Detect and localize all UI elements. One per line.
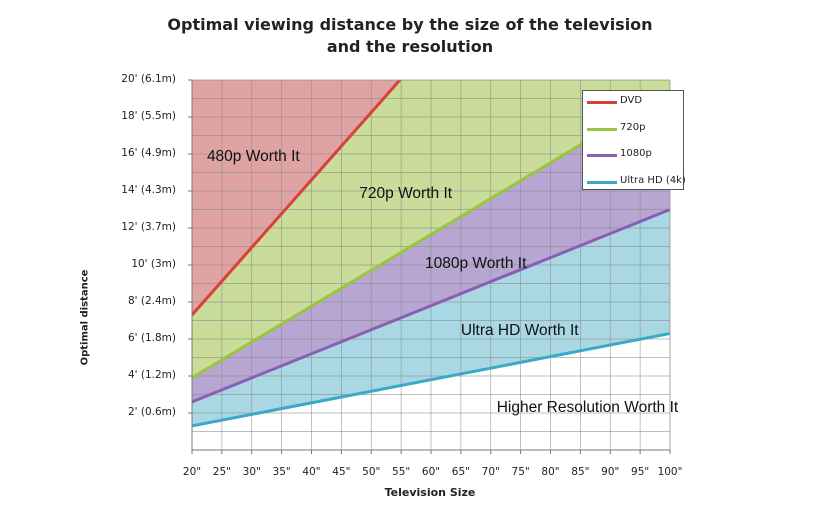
legend-swatch-1080p — [587, 154, 617, 157]
x-tick-label: 75" — [511, 466, 530, 478]
legend-swatch-dvd — [587, 101, 617, 104]
x-tick-label: 100" — [657, 466, 683, 478]
legend-label-uhd: Ultra HD (4k) — [620, 175, 686, 186]
legend-swatch-720p — [587, 128, 617, 131]
y-axis-label: Optimal distance — [79, 269, 91, 366]
x-tick-label: 90" — [601, 466, 620, 478]
x-tick-label: 50" — [362, 466, 381, 478]
x-tick-label: 80" — [541, 466, 560, 478]
region-label-720p: 720p Worth It — [359, 184, 453, 202]
plot-clip-group — [192, 80, 670, 450]
y-tick-label: 18' (5.5m) — [121, 110, 176, 122]
legend: DVD 720p 1080p Ultra HD (4k) — [582, 90, 686, 190]
region-label-higher: Higher Resolution Worth It — [496, 399, 679, 417]
x-tick-label: 85" — [571, 466, 590, 478]
x-tick-label: 65" — [451, 466, 470, 478]
series-line-dvd — [192, 80, 402, 316]
x-tick-label: 35" — [272, 466, 291, 478]
y-axis-ticks: 2' (0.6m) 4' (1.2m) 6' (1.8m) 8' (2.4m) 10' … — [90, 0, 186, 517]
y-tick-label: 8' (2.4m) — [127, 295, 176, 307]
x-axis-label: Television Size — [384, 486, 476, 499]
series-line-1080p — [192, 208, 670, 404]
y-tick-label: 2' (0.6m) — [127, 406, 176, 418]
y-tick-label: 16' (4.9m) — [121, 147, 176, 159]
series-line-uhd — [192, 331, 670, 428]
y-tick-label: 12' (3.7m) — [121, 221, 176, 233]
x-tick-label: 40" — [302, 466, 321, 478]
y-tick-label: 14' (4.3m) — [121, 184, 176, 196]
region-label-uhd: Ultra HD Worth It — [460, 321, 579, 339]
region-label-1080p: 1080p Worth It — [425, 255, 527, 272]
region-label-480p: 480p Worth It — [206, 147, 300, 165]
y-tick-label: 10' (3m) — [131, 258, 176, 270]
legend-swatch-uhd — [587, 181, 617, 184]
x-tick-label: 60" — [421, 466, 441, 478]
x-tick-label: 95" — [631, 466, 650, 478]
y-tick-label: 20' (6.1m) — [121, 73, 176, 85]
x-tick-label: 25" — [212, 466, 231, 478]
legend-label-720p: 720p — [620, 122, 646, 133]
chart-title: Optimal viewing distance by the size of … — [150, 14, 670, 58]
x-tick-label: 55" — [392, 466, 411, 478]
chart-title-line-2: and the resolution — [326, 37, 494, 56]
y-tick-label: 4' (1.2m) — [127, 369, 176, 381]
legend-label-dvd: DVD — [620, 95, 643, 106]
x-tick-label: 70" — [481, 466, 500, 478]
y-tick-label: 6' (1.8m) — [127, 332, 176, 344]
chart-title-line-1: Optimal viewing distance by the size of … — [167, 15, 653, 34]
x-tick-label: 30" — [242, 466, 261, 478]
legend-label-1080p: 1080p — [620, 148, 652, 159]
x-tick-label: 20" — [182, 466, 202, 478]
x-tick-label: 45" — [332, 466, 351, 478]
